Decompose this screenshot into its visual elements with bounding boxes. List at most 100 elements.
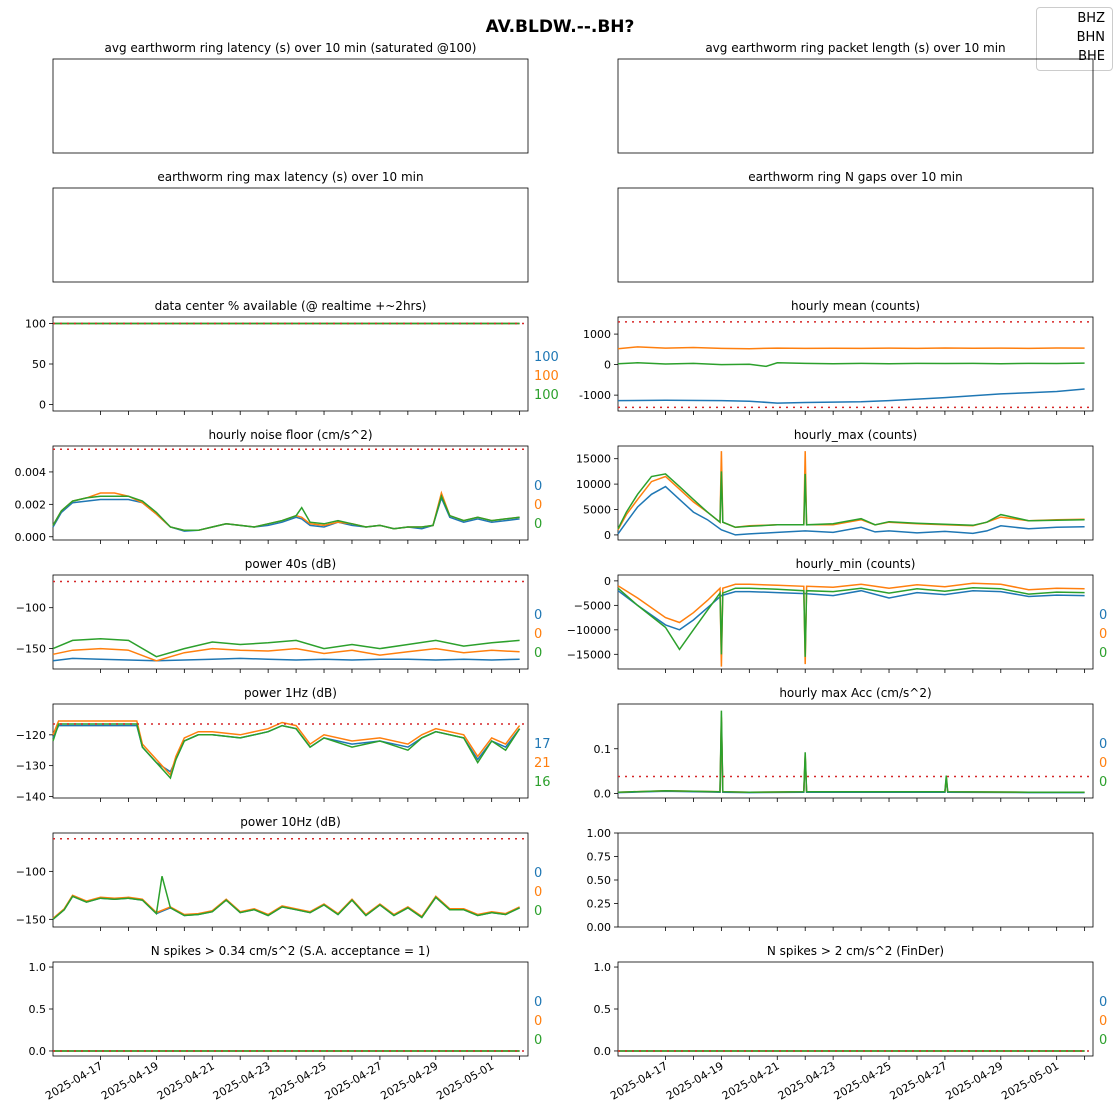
p11-side-value-bhe: 0: [1099, 775, 1107, 790]
p9-axes-frame: [617, 574, 1094, 670]
p4-axes-frame: [52, 316, 529, 412]
p7-title: hourly_max (counts): [794, 428, 917, 442]
p10-series-bhn: [52, 720, 521, 777]
p15-ytick-label: 1.0: [594, 961, 612, 974]
p8-side-value-bhz: 0: [534, 608, 542, 623]
p7-axes-frame: [617, 445, 1094, 541]
p11-side-value-bhn: 0: [1099, 756, 1107, 771]
p13-ytick-label: 0.25: [587, 898, 612, 911]
p5-axes-frame: [617, 316, 1094, 412]
p11-side-value-bhz: 0: [1099, 737, 1107, 752]
p15-title: N spikes > 2 cm/s^2 (FinDer): [767, 944, 944, 958]
p6-axes-frame: [52, 445, 529, 541]
p13-ytick-label: 1.00: [587, 827, 612, 840]
p1-title: avg earthworm ring packet length (s) ove…: [705, 41, 1005, 55]
p12-axes-frame: [52, 832, 529, 928]
p13-ytick-label: 0.50: [587, 874, 612, 887]
p3-title: earthworm ring N gaps over 10 min: [748, 170, 962, 184]
p5-ytick-label: 0: [604, 359, 611, 372]
p5-series-bhn: [617, 346, 1085, 350]
p9-side-value-bhz: 0: [1099, 608, 1107, 623]
legend-entry-bhz: BHZ: [1077, 11, 1105, 26]
p10-ytick-label: −120: [16, 729, 46, 742]
p10-series-bhz: [52, 724, 521, 773]
p12-title: power 10Hz (dB): [240, 815, 341, 829]
p13-ytick-label: 0.75: [587, 851, 612, 864]
p9-ytick-label: −15000: [567, 648, 611, 661]
x-tick-label: 2025-04-29: [943, 1059, 1005, 1102]
x-tick-label: 2025-04-25: [832, 1059, 894, 1102]
p10-ytick-label: −130: [16, 760, 46, 773]
p9-side-value-bhn: 0: [1099, 627, 1107, 642]
p12-series-bhe: [52, 876, 520, 920]
p8-title: power 40s (dB): [245, 557, 336, 571]
p4-ytick-label: 50: [32, 358, 46, 371]
p7-series-bhz: [617, 485, 1085, 536]
p4-side-value-bhn: 100: [534, 369, 559, 384]
p15-side-value-bhe: 0: [1099, 1033, 1107, 1048]
x-tick-label: 2025-05-01: [999, 1059, 1061, 1102]
x-tick-label: 2025-04-27: [888, 1059, 950, 1102]
p11-axes-frame: [617, 703, 1094, 799]
p7-ytick-label: 10000: [576, 478, 611, 491]
p4-title: data center % available (@ realtime +~2h…: [155, 299, 427, 313]
p8-ytick-label: −150: [16, 643, 46, 656]
x-tick-label: 2025-04-23: [776, 1059, 838, 1102]
p8-series-bhz: [52, 657, 520, 662]
p2-title: earthworm ring max latency (s) over 10 m…: [157, 170, 423, 184]
p3-axes-frame: [617, 187, 1094, 283]
p1-axes-frame: [617, 58, 1094, 154]
p11-series-bhe: [617, 710, 1085, 793]
x-tick-label: 2025-04-27: [323, 1059, 385, 1102]
p5-ytick-label: -1000: [579, 389, 611, 402]
p13-axes-frame: [617, 832, 1094, 928]
p10-side-value-bhn: 21: [534, 756, 551, 771]
p5-ytick-label: 1000: [583, 328, 611, 341]
p14-ytick-label: 0.0: [29, 1045, 47, 1058]
x-tick-label: 2025-04-17: [608, 1059, 670, 1102]
p13-ytick-label: 0.00: [587, 921, 612, 934]
p6-side-value-bhz: 0: [534, 479, 542, 494]
x-tick-label: 2025-04-17: [43, 1059, 105, 1102]
p10-axes-frame: [52, 703, 529, 799]
p7-ytick-label: 5000: [583, 504, 611, 517]
p15-side-value-bhz: 0: [1099, 995, 1107, 1010]
legend: BHZ BHN BHE: [1036, 7, 1113, 71]
p5-series-bhe: [617, 362, 1085, 368]
p10-series-bhe: [52, 723, 521, 780]
p14-ytick-label: 1.0: [29, 961, 47, 974]
p15-axes-frame: [617, 961, 1094, 1057]
p6-series-bhe: [52, 493, 520, 532]
p6-ytick-label: 0.002: [15, 498, 47, 511]
p8-series-bhn: [52, 647, 520, 662]
p8-side-value-bhn: 0: [534, 627, 542, 642]
legend-entry-bhe: BHE: [1078, 49, 1105, 64]
p14-side-value-bhe: 0: [534, 1033, 542, 1048]
p12-side-value-bhe: 0: [534, 904, 542, 919]
p15-side-value-bhn: 0: [1099, 1014, 1107, 1029]
p14-ytick-label: 0.5: [29, 1003, 47, 1016]
p10-side-value-bhe: 16: [534, 775, 551, 790]
x-tick-label: 2025-04-21: [155, 1059, 217, 1102]
p6-series-bhn: [52, 490, 520, 532]
p11-ytick-label: 0.0: [594, 788, 612, 801]
p15-ytick-label: 0.0: [594, 1045, 612, 1058]
p14-side-value-bhn: 0: [534, 1014, 542, 1029]
p9-ytick-label: −5000: [574, 599, 611, 612]
p6-side-value-bhn: 0: [534, 498, 542, 513]
p9-ytick-label: −10000: [567, 624, 611, 637]
p12-ytick-label: −100: [16, 865, 46, 878]
p11-ytick-label: 0.1: [594, 743, 612, 756]
p9-ytick-label: 0: [604, 575, 611, 588]
p14-axes-frame: [52, 961, 529, 1057]
p5-title: hourly mean (counts): [791, 299, 920, 313]
p4-side-value-bhe: 100: [534, 388, 559, 403]
p6-side-value-bhe: 0: [534, 517, 542, 532]
legend-entry-bhn: BHN: [1076, 30, 1105, 45]
p6-title: hourly noise floor (cm/s^2): [208, 428, 372, 442]
p4-ytick-label: 0: [39, 399, 46, 412]
x-tick-label: 2025-05-01: [434, 1059, 496, 1102]
figure-title: AV.BLDW.--.BH?: [485, 17, 635, 37]
p8-axes-frame: [52, 574, 529, 670]
